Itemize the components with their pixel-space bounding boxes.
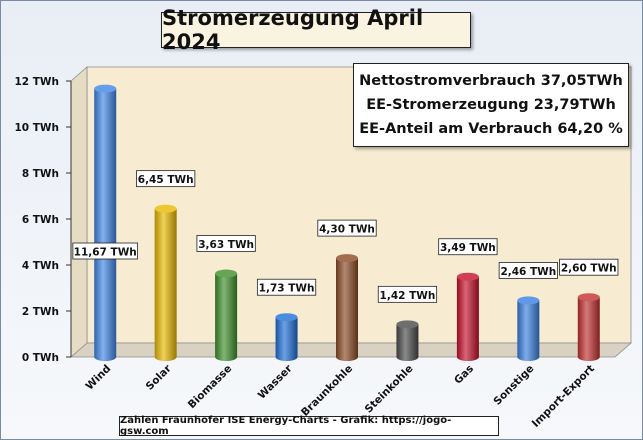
y-tick-label: 0 TWh <box>22 352 59 364</box>
data-label: 3,63 TWh <box>196 235 256 252</box>
bar-top <box>275 313 298 322</box>
bar-body <box>215 273 238 361</box>
data-label-box <box>498 262 558 279</box>
data-label-text: 6,45 TWh <box>138 174 194 186</box>
data-label-text: 11,67 TWh <box>74 247 137 259</box>
chart-title: Stromerzeugung April 2024 <box>161 6 471 54</box>
y-tick-label: 4 TWh <box>22 260 59 272</box>
data-label-box <box>72 242 138 260</box>
data-label-text: 3,63 TWh <box>198 239 254 251</box>
bar-steinkohle <box>396 320 419 361</box>
bar-body <box>577 297 600 361</box>
data-label: 4,30 TWh <box>317 219 377 237</box>
data-label: 1,42 TWh <box>377 285 438 303</box>
bar-wasser <box>275 313 298 361</box>
data-label-box <box>438 238 498 256</box>
x-tick-label: Sonstige <box>491 363 536 408</box>
data-label: 3,49 TWh <box>438 238 498 256</box>
bar-top <box>456 272 479 281</box>
bar-top <box>517 296 540 305</box>
data-label-box <box>196 235 256 252</box>
summary-box: Nettostromverbrauch 37,05TWh EE-Stromerz… <box>353 63 629 147</box>
bar-top <box>577 293 600 302</box>
net-consumption-label: Nettostromverbrauch 37,05TWh <box>359 73 623 89</box>
x-tick-label: Solar <box>144 362 175 393</box>
data-label: 1,73 TWh <box>256 278 317 296</box>
bar-body <box>154 208 177 361</box>
y-tick-label: 8 TWh <box>22 168 59 180</box>
bar-top <box>94 84 117 93</box>
x-tick-label: Braunkohle <box>299 363 355 419</box>
x-tick-label: Wasser <box>256 362 296 402</box>
bar-top <box>396 320 419 329</box>
x-tick-label: Biomasse <box>186 363 234 411</box>
bar-import-export <box>577 293 600 361</box>
renewable-generation-label: EE-Stromerzeugung 23,79TWh <box>366 97 616 113</box>
renewable-share-label: EE-Anteil am Verbrauch 64,20 % <box>359 121 623 137</box>
bar-top <box>215 269 238 278</box>
bar-top <box>336 254 358 263</box>
bar-solar <box>154 204 177 361</box>
y-tick-label: 12 TWh <box>15 76 60 88</box>
x-tick-label: Steinkohle <box>363 363 416 416</box>
bar-biomasse <box>215 269 238 361</box>
source-footer: Zahlen Fraunhofer ISE Energy-Charts - Gr… <box>119 415 499 437</box>
data-label-box <box>559 258 619 276</box>
bar-wind <box>94 84 117 361</box>
bar-body <box>517 300 540 361</box>
data-label-text: 1,73 TWh <box>259 283 315 295</box>
data-label-text: 3,49 TWh <box>440 242 496 254</box>
bar-top <box>154 204 177 213</box>
data-label: 2,60 TWh <box>559 258 619 276</box>
data-label-text: 4,30 TWh <box>319 224 375 236</box>
bar-body <box>396 324 419 361</box>
data-label: 2,46 TWh <box>498 262 558 279</box>
bar-body <box>456 276 479 361</box>
data-label-box <box>317 219 377 237</box>
bar-sonstige <box>517 296 540 361</box>
data-label: 11,67 TWh <box>72 242 138 260</box>
plot-side-wall <box>70 66 88 358</box>
x-tick-label: Wind <box>84 363 114 393</box>
data-label-text: 2,60 TWh <box>561 263 617 275</box>
bar-body <box>336 258 358 361</box>
y-tick-label: 2 TWh <box>22 306 59 318</box>
data-label-box <box>256 278 317 296</box>
bar-body <box>94 88 117 361</box>
data-label-text: 1,42 TWh <box>380 290 436 302</box>
x-tick-label: Gas <box>452 363 476 387</box>
data-label: 6,45 TWh <box>136 170 196 188</box>
data-label-text: 2,46 TWh <box>500 266 556 278</box>
bar-body <box>275 317 298 361</box>
bar-braunkohle <box>336 254 358 361</box>
bar-gas <box>456 272 479 361</box>
y-tick-label: 10 TWh <box>15 122 60 134</box>
data-label-box <box>136 170 196 188</box>
x-tick-label: Import-Export <box>530 363 597 430</box>
data-label-box <box>377 285 438 303</box>
y-tick-label: 6 TWh <box>22 214 59 226</box>
